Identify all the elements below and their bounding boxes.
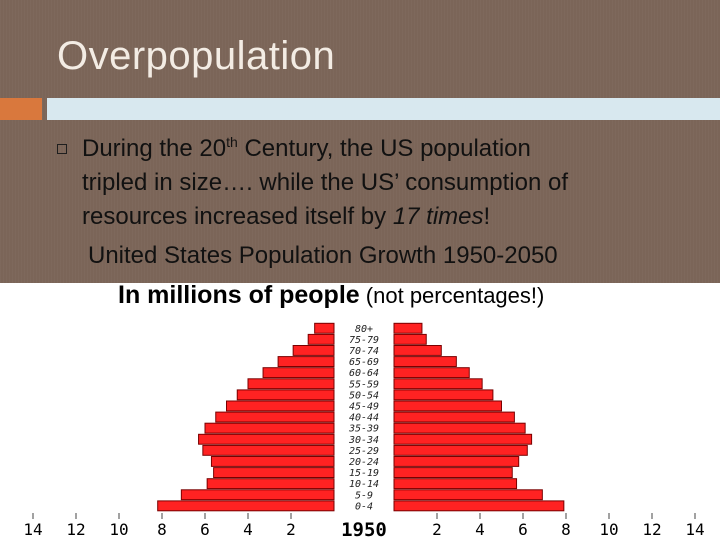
- x-tick-label-right: 14: [685, 520, 704, 539]
- age-group-label: 40-44: [349, 413, 379, 424]
- bar-right: [393, 422, 526, 434]
- age-group-label: 30-34: [348, 435, 379, 446]
- age-group-label: 65-69: [349, 357, 379, 368]
- x-tick-label-left: 8: [157, 520, 167, 539]
- bullet-line3-emph: 17 times: [392, 203, 484, 230]
- bar-right: [393, 433, 533, 445]
- bullet-line3-post: !: [483, 203, 491, 230]
- bar-left: [210, 456, 335, 467]
- bullet-line1-sup: th: [226, 134, 238, 150]
- units-caption: In millions of people (not percentages!): [118, 281, 544, 310]
- age-group-label: 70-74: [349, 346, 379, 357]
- x-tick-label-right: 6: [518, 520, 528, 539]
- bar-left: [314, 322, 335, 334]
- bar-left: [215, 411, 335, 423]
- bar-right: [393, 333, 427, 345]
- age-group-label: 45-49: [349, 402, 379, 413]
- bullet-line3-pre: resources increased itself by: [82, 203, 393, 230]
- accent-line: [47, 98, 720, 120]
- bar-left: [213, 467, 335, 479]
- age-group-label: 55-59: [349, 379, 379, 390]
- bullet-line1-post: Century, the US population: [237, 135, 531, 162]
- bar-left: [198, 433, 335, 445]
- age-group-label: 5-9: [355, 490, 373, 501]
- bullet-line2: tripled in size…. while the US’ consumpt…: [82, 169, 568, 196]
- bar-right: [393, 367, 470, 379]
- age-group-label: 15-19: [349, 468, 379, 479]
- bar-left: [180, 489, 335, 501]
- x-tick-label-right: 8: [561, 520, 571, 539]
- age-group-label: 0-4: [355, 501, 373, 512]
- x-tick-label-left: 4: [243, 520, 253, 539]
- accent-box: [0, 98, 42, 120]
- x-tick-label-right: 2: [432, 520, 442, 539]
- bar-left: [277, 356, 335, 367]
- x-tick-label-right: 12: [642, 520, 661, 539]
- population-pyramid-chart: 0-4 5-9 10-14 15-19 20-24 25-29 30-34 35-39 40-4…: [0, 283, 720, 540]
- bar-right: [393, 356, 457, 367]
- x-tick-label-left: 2: [286, 520, 296, 539]
- age-group-label: 25-29: [349, 446, 379, 457]
- chart-subtitle: United States Population Growth 1950-205…: [88, 242, 558, 269]
- age-group-label: 75-79: [349, 335, 379, 346]
- bar-left: [202, 444, 335, 456]
- bar-right: [393, 411, 515, 423]
- age-group-label: 35-39: [348, 424, 379, 435]
- bullet-line1-pre: During the 20: [82, 135, 227, 162]
- bar-left: [292, 345, 335, 356]
- units-bold: In millions of people: [118, 281, 360, 309]
- bar-left: [236, 389, 335, 401]
- bar-right: [393, 444, 528, 456]
- x-tick-label-right: 4: [475, 520, 485, 539]
- age-group-label: 20-24: [349, 457, 379, 468]
- bar-right: [393, 456, 520, 467]
- x-tick-label-right: 10: [599, 520, 618, 539]
- slide-title: Overpopulation: [57, 34, 336, 78]
- age-group-label: 10-14: [349, 479, 379, 490]
- x-tick-label-left: 10: [109, 520, 128, 539]
- bullet-square-icon: [57, 144, 67, 154]
- age-group-label: 80+: [355, 324, 373, 335]
- units-normal: (not percentages!): [359, 283, 545, 308]
- pyramid-svg: 0-45-910-1415-1920-2425-2930-3435-3940-4…: [23, 322, 705, 540]
- bar-right: [393, 489, 543, 501]
- x-tick-label-left: 12: [66, 520, 85, 539]
- x-tick-label-left: 6: [200, 520, 210, 539]
- bar-left: [262, 367, 335, 379]
- bar-right: [393, 345, 442, 356]
- bar-right: [393, 400, 502, 412]
- age-group-label: 60-64: [349, 368, 379, 379]
- bar-right: [393, 478, 518, 490]
- bar-right: [393, 389, 494, 401]
- bar-left: [206, 478, 335, 490]
- bar-left: [204, 422, 335, 434]
- age-group-label: 50-54: [349, 390, 379, 401]
- bar-left: [307, 333, 335, 345]
- bar-left: [247, 378, 335, 390]
- bar-right: [393, 500, 565, 512]
- bar-left: [226, 400, 335, 412]
- bullet-text: During the 20th Century, the US populati…: [82, 132, 702, 234]
- x-tick-label-left: 14: [23, 520, 42, 539]
- year-label: 1950: [341, 519, 387, 540]
- bar-left: [157, 500, 335, 512]
- bar-right: [393, 467, 513, 479]
- bar-right: [393, 322, 423, 334]
- bar-right: [393, 378, 483, 390]
